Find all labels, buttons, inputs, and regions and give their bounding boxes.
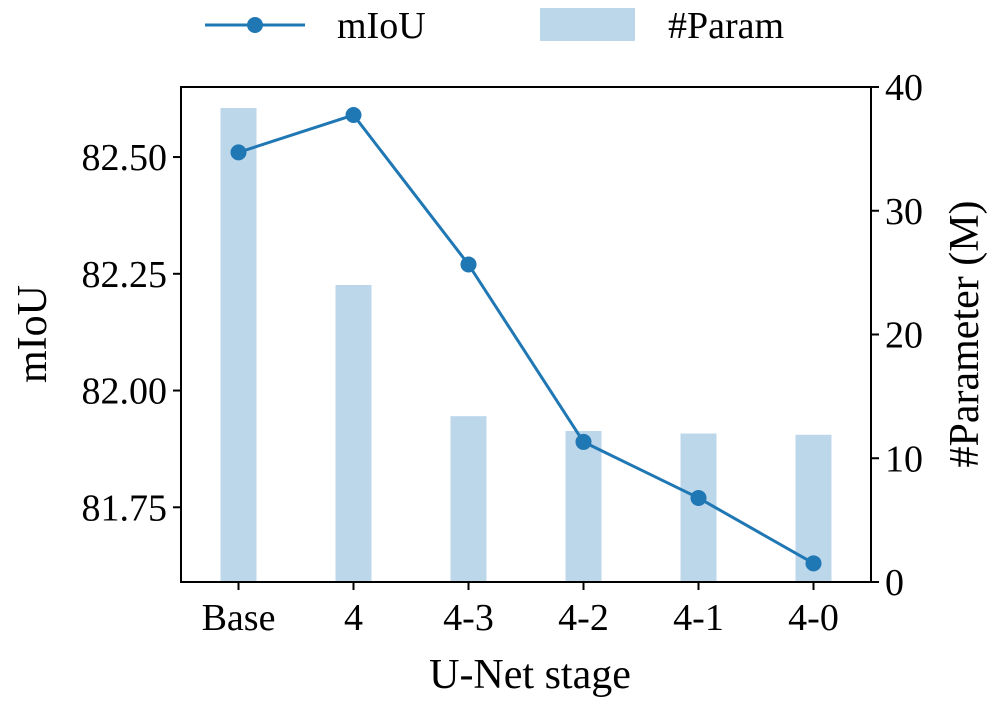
miou-point <box>690 489 707 506</box>
param-bar <box>220 108 257 582</box>
right-tick-label: 0 <box>885 562 904 604</box>
x-axis-title: U-Net stage <box>429 652 631 698</box>
right-axis-ticks: 0 10 20 30 40 <box>871 67 923 604</box>
x-tick-label: 4 <box>344 597 363 639</box>
param-bar <box>450 416 487 582</box>
left-tick-label: 82.50 <box>82 137 168 179</box>
legend-param-label: #Param <box>668 5 784 47</box>
miou-point <box>230 144 247 161</box>
miou-line-layer <box>230 107 822 572</box>
right-tick-label: 30 <box>885 191 923 233</box>
param-bars <box>220 108 832 582</box>
x-tick-label: Base <box>202 597 276 639</box>
plot-frame <box>180 86 872 583</box>
miou-point <box>345 107 362 124</box>
param-bar <box>565 431 602 582</box>
right-tick-label: 40 <box>885 67 923 109</box>
legend-param-bar-swatch <box>540 8 635 41</box>
param-bar <box>680 433 717 582</box>
right-tick-label: 20 <box>885 315 923 357</box>
legend-miou-marker <box>247 17 263 33</box>
legend: mIoU #Param <box>205 5 784 47</box>
x-tick-label: 4-2 <box>558 597 609 639</box>
miou-point <box>575 433 592 450</box>
miou-point <box>460 256 477 273</box>
x-axis-ticks: Base 4 4-3 4-2 4-1 4-0 <box>202 582 839 639</box>
x-tick-label: 4-1 <box>673 597 724 639</box>
miou-point <box>805 555 822 572</box>
right-axis-title: #Parameter (M) <box>942 200 988 467</box>
left-tick-label: 82.25 <box>82 254 168 296</box>
x-tick-label: 4-3 <box>443 597 494 639</box>
left-axis-title: mIoU <box>10 285 56 383</box>
param-bar <box>335 285 372 582</box>
left-tick-label: 82.00 <box>82 371 168 413</box>
left-tick-label: 81.75 <box>82 487 168 529</box>
right-tick-label: 10 <box>885 438 923 480</box>
x-tick-label: 4-0 <box>788 597 839 639</box>
miou-line <box>238 113 815 565</box>
left-axis-ticks: 81.75 82.00 82.25 82.50 <box>82 137 181 529</box>
legend-miou-label: mIoU <box>337 5 426 47</box>
